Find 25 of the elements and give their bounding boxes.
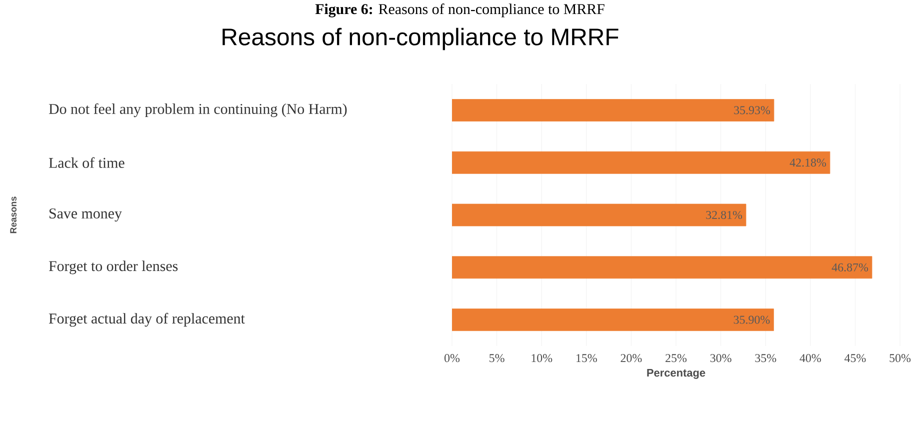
x-tick-label: 0%	[444, 354, 460, 362]
data-label: 35.90%	[734, 316, 770, 324]
x-tick-label: 35%	[755, 354, 776, 362]
x-tick-label: 40%	[800, 354, 821, 362]
x-tick-label: 45%	[844, 354, 866, 362]
y-tick-label: Forget actual day of replacement	[48, 312, 245, 327]
x-tick-label: 50%	[890, 354, 911, 362]
x-tick-label: 30%	[710, 354, 732, 362]
x-tick-label: 20%	[620, 354, 642, 362]
y-tick-label: Do not feel any problem in continuing (No Harm)	[48, 103, 347, 118]
y-axis-title: Reasons	[10, 196, 16, 234]
x-tick-label: 15%	[576, 354, 597, 362]
x-tick-label: 5%	[490, 354, 504, 362]
data-label: 42.18%	[790, 158, 826, 167]
chart-title: Reasons of non-compliance to MRRF	[222, 28, 618, 50]
y-tick-label: Lack of time	[48, 157, 124, 168]
data-label: 32.81%	[706, 210, 742, 220]
data-label: 35.93%	[734, 106, 770, 114]
y-tick-label: Forget to order lenses	[48, 260, 178, 274]
x-axis-title: Percentage	[647, 369, 706, 379]
data-label: 46.87%	[832, 263, 868, 272]
x-tick-label: 25%	[666, 354, 687, 362]
x-tick-label: 10%	[532, 354, 552, 362]
text: Figure 6: Reasons of non-compliance to MRRF	[315, 4, 604, 18]
y-tick-label: Save money	[50, 208, 122, 222]
